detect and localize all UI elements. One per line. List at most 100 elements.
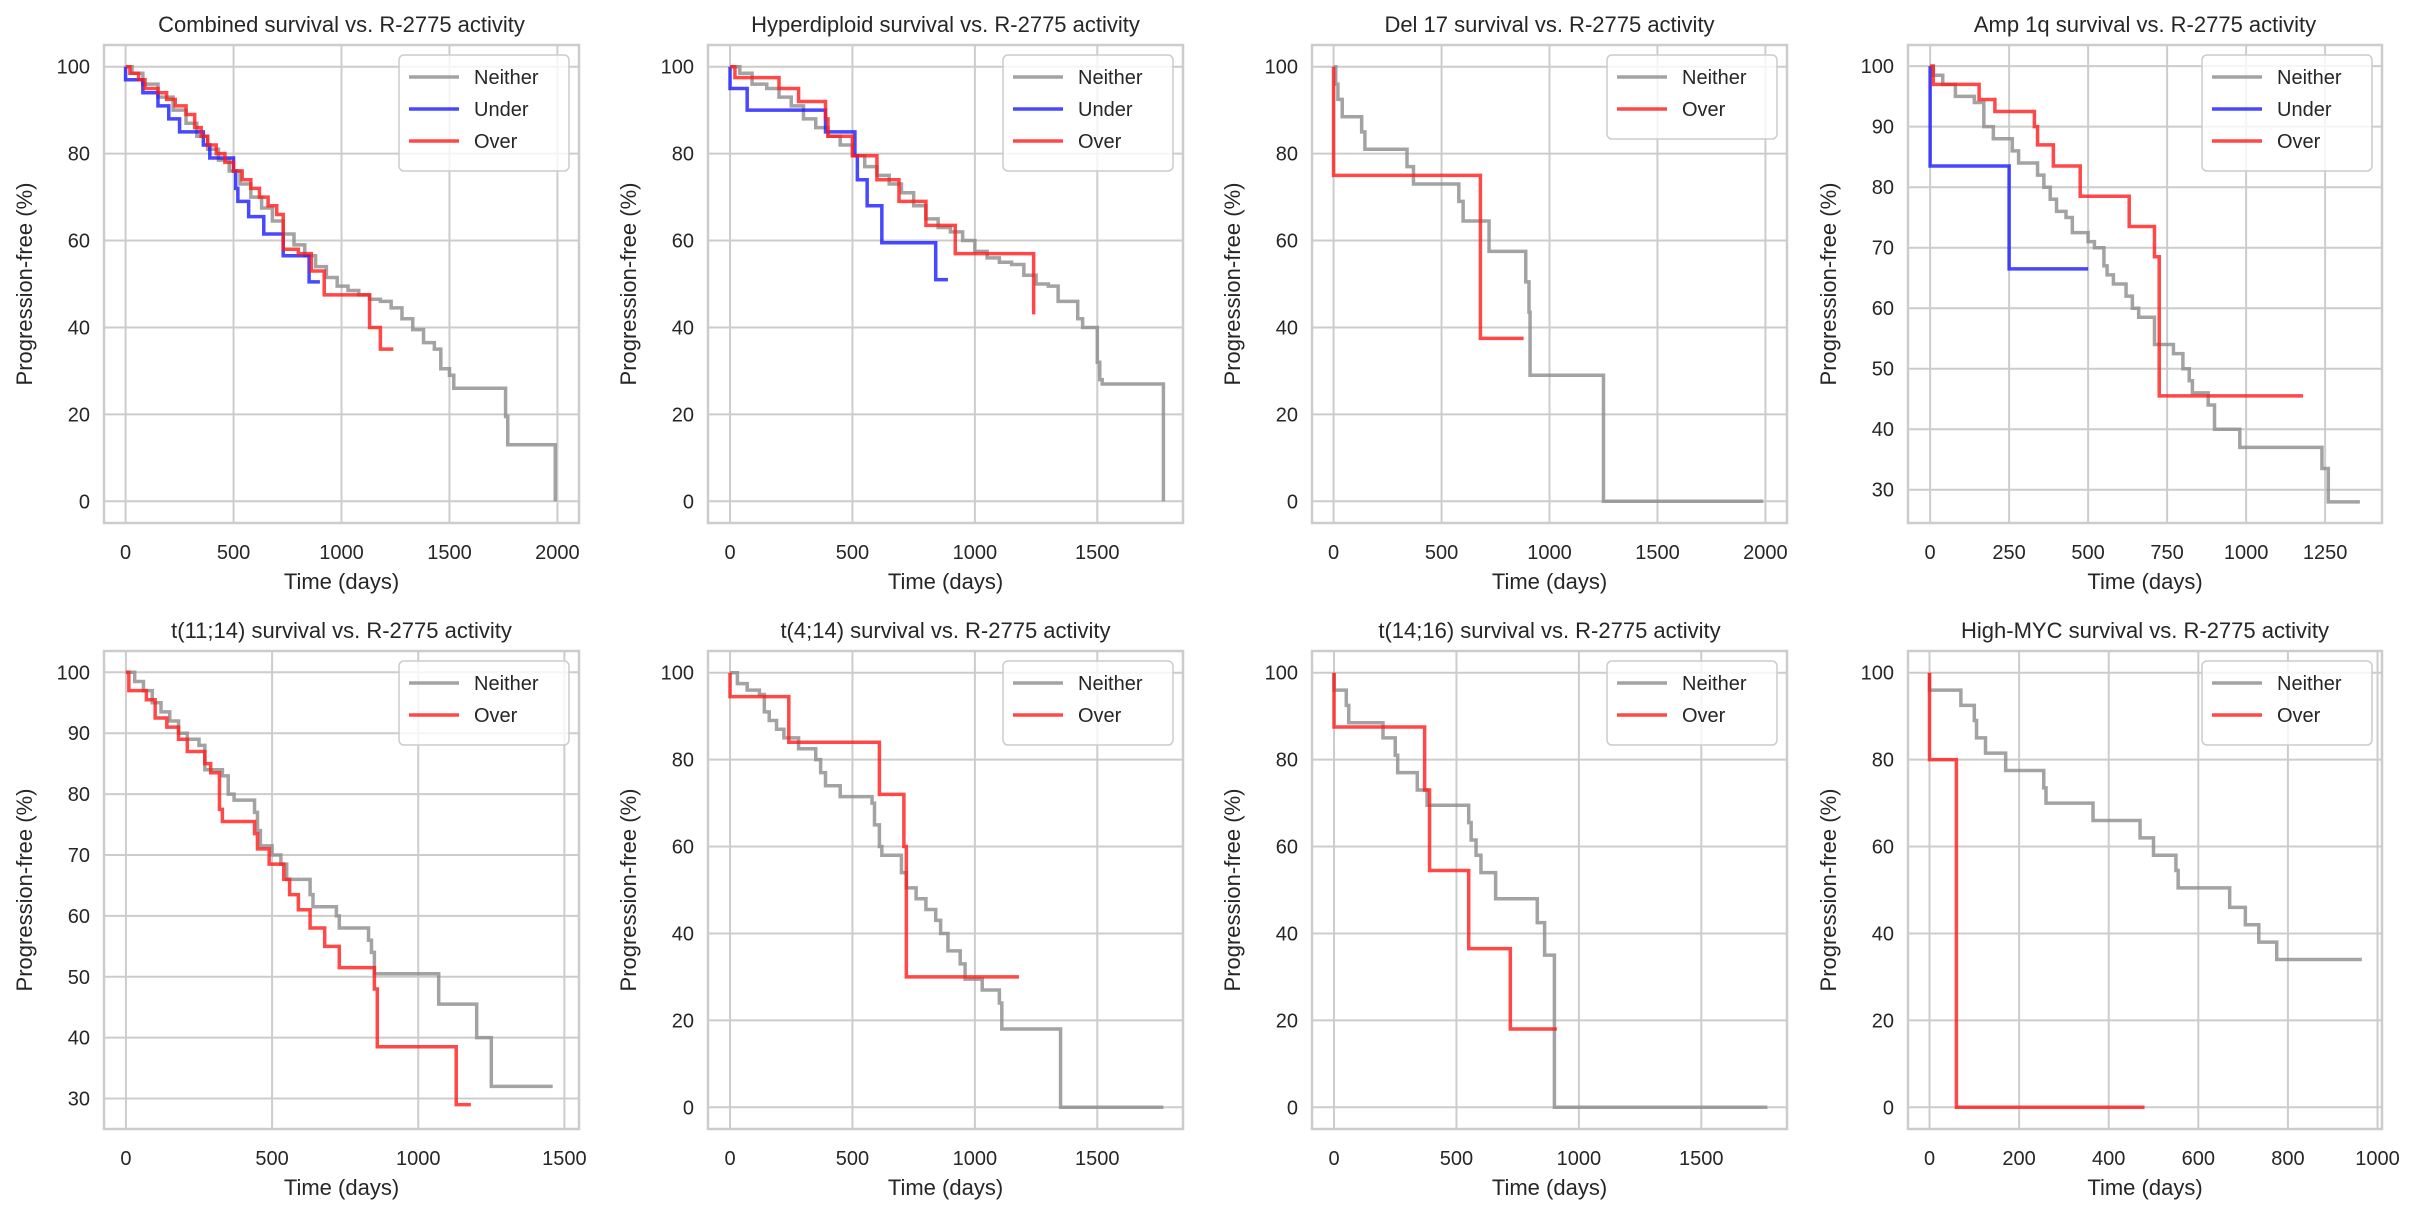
y-tick-label: 80 (1872, 177, 1894, 199)
legend: Neither Under Over (2201, 54, 2373, 172)
x-axis-label: Time (days) (2087, 569, 2202, 594)
series-line-under (123, 66, 320, 284)
series-line-over (1927, 672, 2145, 1110)
y-tick-label: 100 (1861, 56, 1894, 78)
y-tick-label: 40 (1276, 317, 1298, 339)
legend-label-neither: Neither (1078, 67, 1143, 89)
y-tick-label: 20 (672, 1010, 694, 1032)
y-tick-label: 100 (661, 57, 694, 79)
legend-label-under: Under (2277, 99, 2332, 121)
y-tick-label: 40 (68, 1028, 90, 1050)
series-line-over (1332, 672, 1557, 1031)
legend-label-neither: Neither (474, 673, 539, 695)
x-tick-label: 1000 (953, 542, 998, 564)
y-tick-label: 20 (672, 404, 694, 426)
legend-label-under: Under (474, 99, 529, 121)
y-tick-label: 20 (1872, 1010, 1894, 1032)
x-tick-label: 500 (217, 542, 250, 564)
series-line-over (728, 672, 1019, 979)
x-tick-label: 200 (2002, 1148, 2035, 1170)
y-tick-label: 40 (1872, 419, 1894, 441)
y-tick-label: 60 (672, 231, 694, 253)
y-tick-label: 60 (1276, 837, 1298, 859)
chart-panel-8: 0 200 400 600 800 1000 0 20 40 60 80 100 High-MYC su… (1816, 618, 2400, 1200)
y-tick-label: 20 (1276, 1010, 1298, 1032)
series-line-over (1331, 66, 1524, 341)
y-tick-label: 60 (1276, 231, 1298, 253)
x-tick-label: 500 (836, 1148, 869, 1170)
x-tick-label: 1500 (1075, 1148, 1120, 1170)
legend-label-under: Under (1078, 99, 1133, 121)
x-tick-label: 1000 (396, 1148, 441, 1170)
legend: Neither Under Over (398, 54, 570, 172)
legend: Neither Over (2201, 660, 2373, 746)
y-tick-label: 60 (1872, 837, 1894, 859)
x-tick-label: 2000 (535, 542, 580, 564)
legend-label-over: Over (2277, 131, 2321, 153)
series-line-neither (730, 64, 1166, 502)
axes-frame (102, 43, 581, 525)
axes-frame (1906, 649, 2384, 1131)
x-axis-label: Time (days) (284, 1175, 399, 1200)
x-tick-label: 1000 (319, 542, 364, 564)
y-axis-label: Progression-free (%) (12, 789, 37, 992)
x-tick-label: 0 (1924, 1148, 1935, 1170)
legend: Neither Over (398, 660, 570, 746)
y-tick-label: 90 (68, 723, 90, 745)
x-tick-label: 1500 (1679, 1148, 1724, 1170)
y-tick-label: 100 (57, 662, 90, 684)
y-tick-label: 0 (79, 491, 90, 513)
chart-title: t(4;14) survival vs. R-2775 activity (780, 618, 1110, 643)
x-axis-label: Time (days) (1492, 569, 1607, 594)
x-tick-label: 500 (1425, 542, 1458, 564)
y-tick-label: 70 (1872, 238, 1894, 260)
series-line-neither (1333, 64, 1764, 504)
legend-label-neither: Neither (2277, 67, 2342, 89)
x-axis-label: Time (days) (888, 1175, 1003, 1200)
x-tick-label: 1000 (1527, 542, 1572, 564)
x-tick-label: 1000 (2224, 542, 2269, 564)
y-tick-label: 20 (68, 404, 90, 426)
series-line-neither (1930, 64, 2360, 504)
axes-frame (102, 649, 581, 1131)
y-tick-label: 0 (683, 1097, 694, 1119)
legend: Neither Over (1002, 660, 1174, 746)
legend-label-neither: Neither (474, 67, 539, 89)
x-axis-label: Time (days) (2087, 1175, 2202, 1200)
series-line-neither (730, 670, 1164, 1110)
x-axis-label: Time (days) (1492, 1175, 1607, 1200)
x-tick-label: 0 (724, 1148, 735, 1170)
chart-title: Amp 1q survival vs. R-2775 activity (1974, 12, 2316, 37)
y-tick-label: 70 (68, 845, 90, 867)
y-axis-label: Progression-free (%) (12, 183, 37, 386)
x-tick-label: 0 (1328, 1148, 1339, 1170)
y-tick-label: 30 (1872, 480, 1894, 502)
legend: Neither Under Over (1002, 54, 1174, 172)
chart-title: High-MYC survival vs. R-2775 activity (1961, 618, 2329, 643)
y-tick-label: 80 (68, 784, 90, 806)
x-tick-label: 500 (836, 542, 869, 564)
y-tick-label: 100 (1861, 663, 1894, 685)
chart-panel-7: 0 500 1000 1500 0 20 40 60 80 100 t(14;16) surviva… (1220, 618, 1789, 1200)
x-tick-label: 600 (2182, 1148, 2215, 1170)
chart-title: t(11;14) survival vs. R-2775 activity (171, 618, 512, 643)
chart-panel-4: 0 250 500 750 1000 1250 30 40 50 60 70 80 90 100 Amp 1… (1816, 12, 2384, 594)
y-tick-label: 40 (672, 317, 694, 339)
x-tick-label: 0 (120, 542, 131, 564)
chart-title: Combined survival vs. R-2775 activity (158, 12, 525, 37)
y-axis-label: Progression-free (%) (1220, 183, 1245, 386)
y-tick-label: 0 (1287, 1097, 1298, 1119)
y-axis-label: Progression-free (%) (1816, 789, 1841, 992)
x-tick-label: 1500 (1075, 542, 1120, 564)
chart-panel-3: 0 500 1000 1500 2000 0 20 40 60 80 100 Del 17 survi… (1220, 12, 1789, 594)
y-tick-label: 0 (1883, 1097, 1894, 1119)
x-tick-label: 1000 (953, 1148, 998, 1170)
legend: Neither Over (1606, 54, 1778, 140)
legend-label-neither: Neither (1682, 67, 1747, 89)
chart-panel-2: 0 500 1000 1500 0 20 40 60 80 100 Hyperdiploid sur… (616, 12, 1185, 594)
series-line-neither (125, 670, 553, 1089)
x-tick-label: 400 (2092, 1148, 2125, 1170)
axes-frame (706, 43, 1185, 525)
series-line-under (728, 66, 948, 282)
